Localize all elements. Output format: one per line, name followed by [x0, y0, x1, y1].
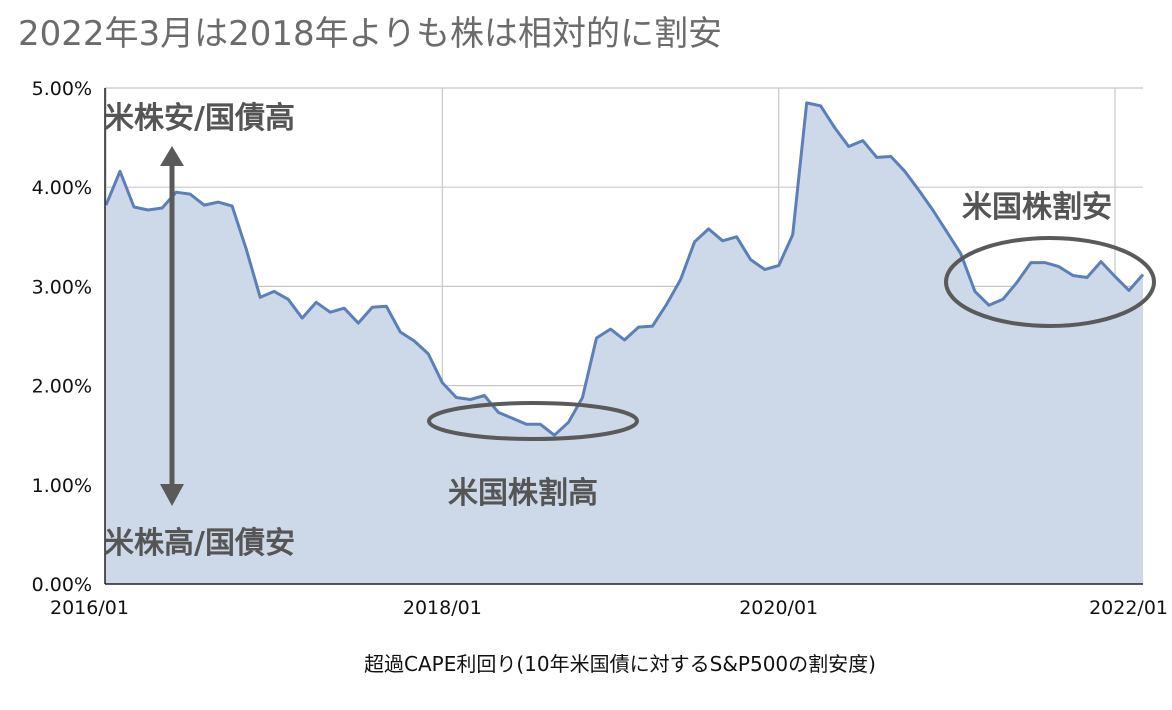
y-tick-label: 4.00%	[32, 177, 92, 199]
x-tick-label: 2020/01	[739, 597, 818, 619]
x-tick-label: 2022/01	[1089, 597, 1168, 619]
y-tick-label: 0.00%	[32, 574, 92, 596]
annotation-high-label: 米国株割安	[962, 190, 1112, 225]
annotation-bottom-label: 米株高/国債安	[104, 526, 295, 561]
y-tick-label: 5.00%	[32, 78, 92, 100]
y-tick-labels: 0.00% 1.00% 2.00% 3.00% 4.00% 5.00%	[32, 78, 92, 596]
y-tick-label: 3.00%	[32, 276, 92, 298]
annotation-top-label: 米株安/国債高	[104, 101, 295, 136]
high-ellipse	[944, 236, 1156, 328]
annotation-low-label: 米国株割高	[448, 476, 598, 511]
arrow-head-down-icon	[160, 484, 184, 506]
x-tick-labels: 2016/01 2018/01 2020/01 2022/01	[50, 597, 1168, 619]
area-fill	[106, 102, 1143, 585]
low-ellipse	[427, 401, 639, 441]
series-line	[104, 101, 1145, 437]
x-tick-label: 2016/01	[50, 597, 129, 619]
x-tick-label: 2018/01	[403, 597, 482, 619]
arrow-head-up-icon	[160, 146, 184, 166]
y-tick-label: 1.00%	[32, 475, 92, 497]
axes	[104, 88, 1143, 585]
y-tick-label: 2.00%	[32, 376, 92, 398]
x-axis-label: 超過CAPE利回り(10年米国債に対するS&P500の割安度)	[364, 652, 876, 676]
chart-title: 2022年3月は2018年よりも株は相対的に割安	[18, 14, 723, 54]
